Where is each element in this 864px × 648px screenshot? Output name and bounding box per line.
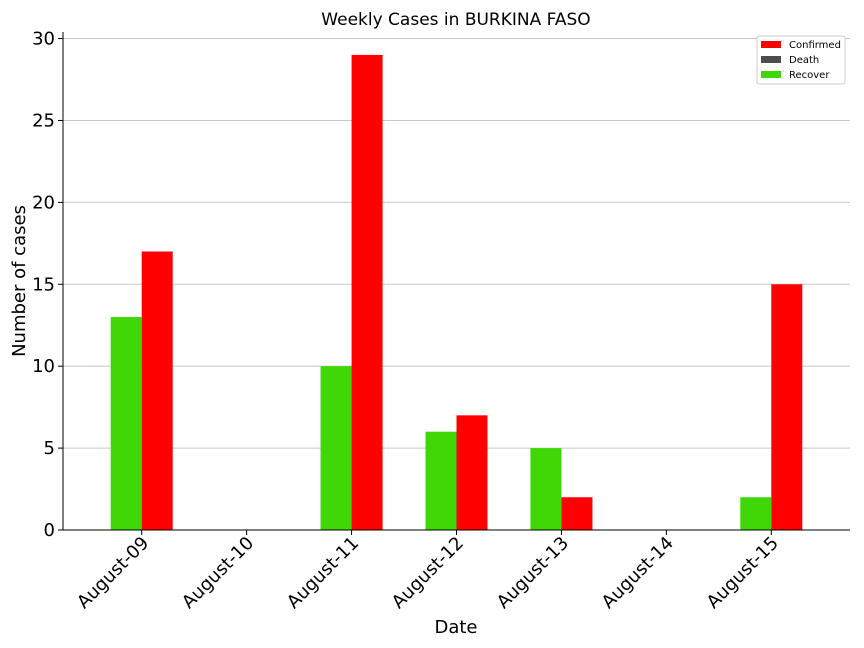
bars [110,54,803,531]
bar-confirmed [561,497,593,530]
x-tick-label: August-13 [493,533,573,613]
bar-recover [110,317,142,530]
x-tick-label: August-10 [178,533,258,613]
legend-label-death: Death [789,55,819,66]
bar-confirmed [456,415,488,530]
x-tick-label: August-15 [703,533,783,613]
y-tick-label: 0 [44,520,55,541]
legend-label-recover: Recover [789,70,830,81]
x-tick-labels: August-09 August-10 August-11 August-12 Augu… [73,530,783,613]
bar-recover [530,448,562,530]
y-tick-labels: 0 5 10 15 20 25 30 [32,29,63,541]
legend-swatch-confirmed [761,41,781,48]
x-tick-label: August-11 [283,533,363,613]
y-tick-label: 10 [32,356,55,377]
bar-confirmed [141,251,173,530]
y-tick-label: 30 [32,29,55,50]
y-axis-label: Number of cases [9,205,30,357]
y-tick-label: 5 [44,438,55,459]
x-tick-label: August-09 [73,533,153,613]
bar-recover [425,431,457,530]
chart-title: Weekly Cases in BURKINA FASO [321,10,590,30]
x-tick-label: August-12 [388,533,468,613]
legend-label-confirmed: Confirmed [789,40,841,51]
x-tick-label: August-14 [598,533,678,613]
legend: Confirmed Death Recover [756,35,846,85]
legend-swatch-recover [761,71,781,78]
grid-lines [63,38,850,449]
bar-recover [740,497,772,530]
bar-recover [320,366,352,530]
bar-confirmed [771,284,803,530]
y-tick-label: 20 [32,192,55,213]
legend-swatch-death [761,56,781,63]
bar-confirmed [351,54,383,531]
y-tick-label: 15 [32,274,55,295]
y-tick-label: 25 [32,110,55,131]
x-axis-label: Date [434,617,477,638]
